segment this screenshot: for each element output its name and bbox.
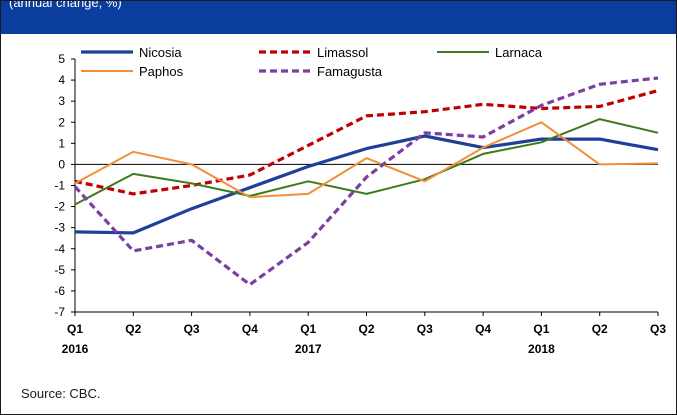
y-tick-label: -4 <box>54 242 65 256</box>
x-year-label: 2017 <box>295 342 322 356</box>
series-line-larnaca <box>74 118 659 206</box>
x-tick-label: Q2 <box>592 322 608 336</box>
x-tick-label: Q2 <box>125 322 141 336</box>
x-tick-label: Q1 <box>533 322 549 336</box>
legend-label: Limassol <box>317 45 368 60</box>
legend-label: Nicosia <box>139 45 182 60</box>
legend-label: Famagusta <box>317 64 383 79</box>
y-tick-label: 2 <box>58 115 65 129</box>
y-tick-label: 5 <box>58 52 65 66</box>
series-line-nicosia <box>74 134 659 235</box>
series-line-famagusta <box>73 76 659 287</box>
legend-label: Larnaca <box>495 45 543 60</box>
x-tick-label: Q3 <box>417 322 433 336</box>
x-year-label: 2018 <box>528 342 555 356</box>
x-tick-label: Q1 <box>300 322 316 336</box>
y-tick-label: -2 <box>54 200 65 214</box>
x-year-label: 2016 <box>62 342 89 356</box>
y-tick-label: 4 <box>58 73 65 87</box>
y-tick-label: 0 <box>58 157 65 171</box>
x-tick-label: Q1 <box>67 322 83 336</box>
x-tick-label: Q4 <box>242 322 258 336</box>
y-tick-label: -7 <box>54 305 65 319</box>
chart-subtitle: (annual change, %) <box>9 1 122 10</box>
x-tick-label: Q3 <box>184 322 200 336</box>
y-tick-label: -5 <box>54 263 65 277</box>
x-tick-label: Q3 <box>650 322 666 336</box>
y-tick-label: -1 <box>54 179 65 193</box>
legend-label: Paphos <box>139 64 184 79</box>
y-tick-label: 3 <box>58 94 65 108</box>
y-tick-label: -3 <box>54 221 65 235</box>
y-tick-label: 1 <box>58 136 65 150</box>
x-tick-label: Q4 <box>475 322 491 336</box>
chart-header-bar: (annual change, %) <box>1 1 676 34</box>
series-line-limassol <box>74 89 659 196</box>
y-tick-label: -6 <box>54 284 65 298</box>
x-tick-label: Q2 <box>358 322 374 336</box>
source-note: Source: CBC. <box>21 386 101 401</box>
series-line-paphos <box>74 121 659 199</box>
